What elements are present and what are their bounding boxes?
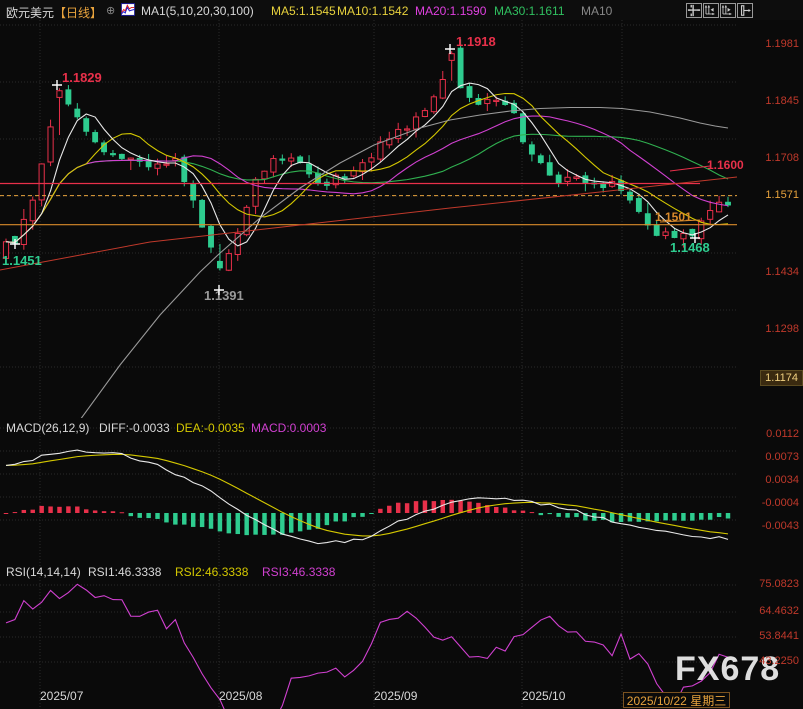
svg-text:1.1918: 1.1918 bbox=[456, 34, 496, 49]
svg-text:1.1468: 1.1468 bbox=[670, 240, 710, 255]
svg-text:1.1451: 1.1451 bbox=[2, 253, 42, 268]
svg-text:1.1829: 1.1829 bbox=[62, 70, 102, 85]
svg-text:1.1501: 1.1501 bbox=[655, 210, 692, 224]
